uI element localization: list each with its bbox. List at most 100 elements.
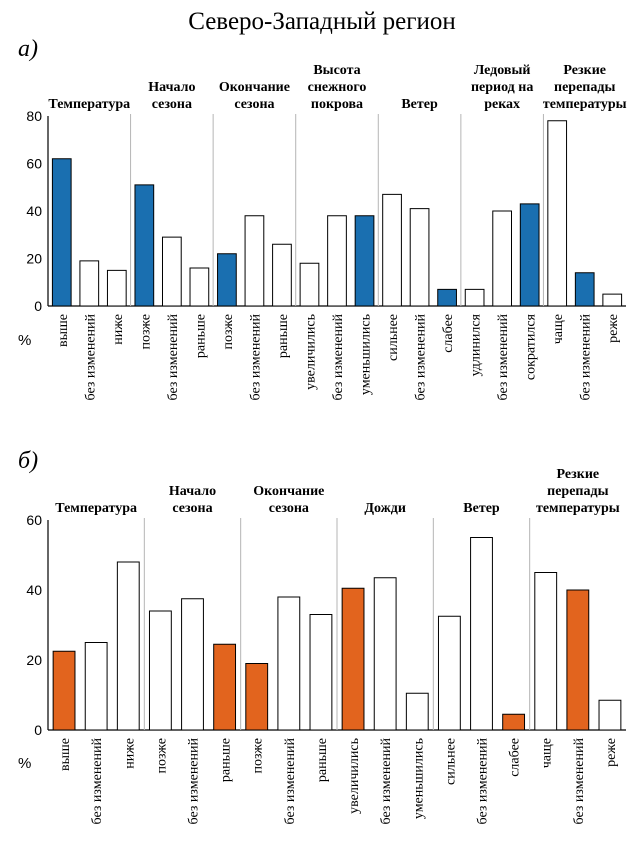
a-bar bbox=[327, 215, 347, 307]
a-category-label: выше bbox=[56, 314, 71, 347]
a-bar bbox=[134, 184, 155, 307]
a-bar bbox=[79, 260, 100, 307]
b-category-label: без изменений bbox=[283, 737, 298, 824]
b-group-label: сезона bbox=[269, 501, 309, 516]
b-group-label: Начало bbox=[169, 484, 216, 499]
a-category-label: без изменений bbox=[414, 313, 429, 400]
b-y-tick-label: 40 bbox=[26, 582, 42, 598]
a-category-label: без изменений bbox=[248, 313, 263, 400]
b-category-label: реже bbox=[604, 738, 619, 767]
a-group-label: период на bbox=[471, 80, 533, 95]
b-bar bbox=[245, 663, 269, 731]
b-category-label: без изменений bbox=[572, 737, 587, 824]
a-bar bbox=[574, 272, 595, 307]
a-y-tick-label: 20 bbox=[26, 251, 42, 267]
b-category-label: слабее bbox=[508, 738, 523, 777]
a-y-tick-label: 80 bbox=[26, 108, 42, 124]
a-bar bbox=[492, 210, 513, 307]
b-category-label: выше bbox=[58, 738, 73, 771]
a-group-label: сезона bbox=[152, 97, 192, 112]
a-bar bbox=[519, 203, 540, 307]
chart-b: б) 0 20 40 60% Температура выше без изменений ни… bbox=[18, 448, 626, 824]
a-category-label: удлинился bbox=[469, 313, 484, 376]
b-bar bbox=[502, 713, 526, 731]
b-group-label: Дожди bbox=[364, 501, 406, 516]
a-bar bbox=[189, 267, 210, 307]
a-category-label: сильнее bbox=[386, 314, 401, 361]
a-category-label: без изменений bbox=[83, 313, 98, 400]
b-bar bbox=[84, 642, 108, 731]
a-category-label: увеличились bbox=[303, 314, 318, 390]
a-y-tick-label: 60 bbox=[26, 156, 42, 172]
a-bar bbox=[299, 262, 320, 307]
b-category-label: увеличились bbox=[347, 738, 362, 814]
b-bar bbox=[437, 615, 461, 731]
b-group-label: Окончание bbox=[253, 484, 324, 499]
a-bar bbox=[382, 193, 402, 307]
a-y-tick-label: 0 bbox=[34, 298, 42, 314]
a-bar bbox=[354, 215, 375, 307]
a-bar bbox=[161, 236, 182, 307]
b-y-tick-label: 0 bbox=[34, 722, 42, 738]
b-category-label: без изменений bbox=[187, 737, 202, 824]
a-bar bbox=[464, 288, 485, 307]
a-category-label: ниже bbox=[111, 314, 126, 345]
a-group-label: температуры bbox=[543, 97, 627, 112]
a-group-label: сезона bbox=[234, 97, 274, 112]
a-group-label: Высота bbox=[313, 63, 360, 78]
b-panel-label: б) bbox=[18, 448, 38, 474]
a-group-label: Температура bbox=[48, 97, 130, 112]
b-y-unit: % bbox=[18, 755, 31, 772]
b-group-label: Температура bbox=[55, 501, 137, 516]
b-category-label: раньше bbox=[219, 738, 234, 782]
a-group-label: Резкие bbox=[563, 63, 606, 78]
a-category-label: раньше bbox=[276, 314, 291, 358]
a-bar bbox=[51, 158, 72, 307]
a-category-label: без изменений bbox=[496, 313, 511, 400]
a-bar bbox=[547, 120, 568, 307]
b-bar bbox=[309, 614, 333, 731]
a-y-tick-label: 40 bbox=[26, 203, 42, 219]
b-bar bbox=[405, 692, 429, 731]
a-group-label: Ветер bbox=[401, 97, 438, 112]
a-bar bbox=[409, 208, 430, 307]
chart-a: а) 0 20 40 60 80% Температура выше без изменений… bbox=[18, 36, 627, 400]
b-bar bbox=[341, 587, 365, 731]
b-category-label: уменьшились bbox=[411, 738, 426, 819]
a-bar bbox=[602, 293, 623, 307]
a-group-label: Начало bbox=[148, 80, 195, 95]
a-category-label: без изменений bbox=[579, 313, 594, 400]
b-group-label: Ветер bbox=[463, 501, 500, 516]
a-group-label: покрова bbox=[311, 97, 363, 112]
page-title: Северо-Западный регион bbox=[188, 8, 456, 35]
b-category-label: ниже bbox=[122, 738, 137, 769]
a-category-label: позже bbox=[138, 314, 153, 349]
a-category-label: без изменений bbox=[331, 313, 346, 400]
a-group-label: Ледовый bbox=[474, 63, 531, 78]
b-bar bbox=[148, 610, 172, 731]
b-y-tick-label: 20 bbox=[26, 652, 42, 668]
a-panel-label: а) bbox=[18, 36, 38, 62]
b-bar bbox=[181, 598, 204, 731]
a-bar bbox=[272, 243, 292, 307]
b-category-label: чаще bbox=[540, 738, 555, 768]
b-bar bbox=[277, 596, 301, 731]
a-group-label: реках bbox=[484, 97, 520, 112]
b-group-label: температуры bbox=[536, 501, 620, 516]
b-bar bbox=[470, 537, 493, 731]
a-group-label: снежного bbox=[308, 80, 367, 95]
b-category-label: сильнее bbox=[443, 738, 458, 785]
b-bar bbox=[52, 650, 76, 731]
a-category-label: слабее bbox=[441, 314, 456, 353]
b-bar bbox=[598, 699, 622, 731]
a-category-label: чаще bbox=[551, 314, 566, 344]
b-category-label: позже bbox=[154, 738, 169, 773]
a-category-label: позже bbox=[221, 314, 236, 349]
a-bar bbox=[244, 215, 265, 307]
b-bar bbox=[566, 589, 590, 731]
a-group-label: перепады bbox=[554, 80, 615, 95]
a-category-label: сократился bbox=[524, 313, 539, 380]
b-category-label: без изменений bbox=[90, 737, 105, 824]
b-group-label: сезона bbox=[172, 501, 212, 516]
b-category-label: позже bbox=[251, 738, 266, 773]
